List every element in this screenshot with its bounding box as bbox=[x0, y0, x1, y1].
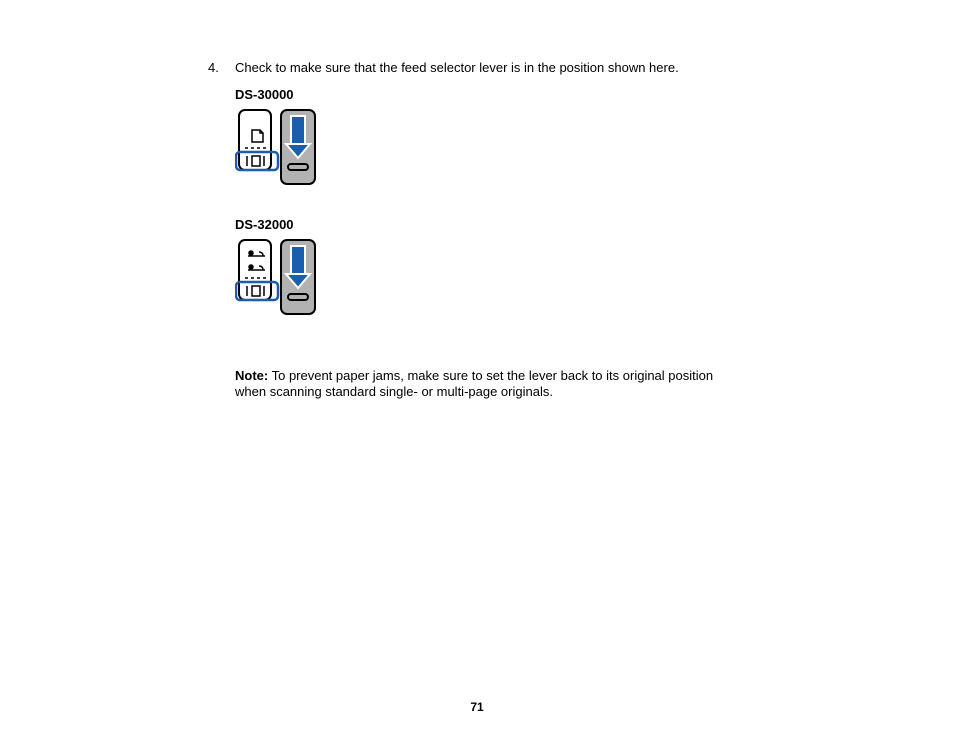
model-label-ds30000: DS-30000 bbox=[235, 87, 294, 102]
figure-ds30000 bbox=[235, 106, 320, 191]
model-label-ds32000: DS-32000 bbox=[235, 217, 294, 232]
step-number: 4. bbox=[208, 60, 219, 75]
note-paragraph: Note: To prevent paper jams, make sure t… bbox=[235, 368, 740, 401]
note-text: To prevent paper jams, make sure to set … bbox=[235, 368, 713, 399]
manual-page: 4. Check to make sure that the feed sele… bbox=[0, 0, 954, 738]
figure-ds32000 bbox=[235, 236, 320, 321]
page-number: 71 bbox=[0, 700, 954, 714]
step-instruction: Check to make sure that the feed selecto… bbox=[235, 60, 679, 75]
note-label: Note: bbox=[235, 368, 268, 383]
